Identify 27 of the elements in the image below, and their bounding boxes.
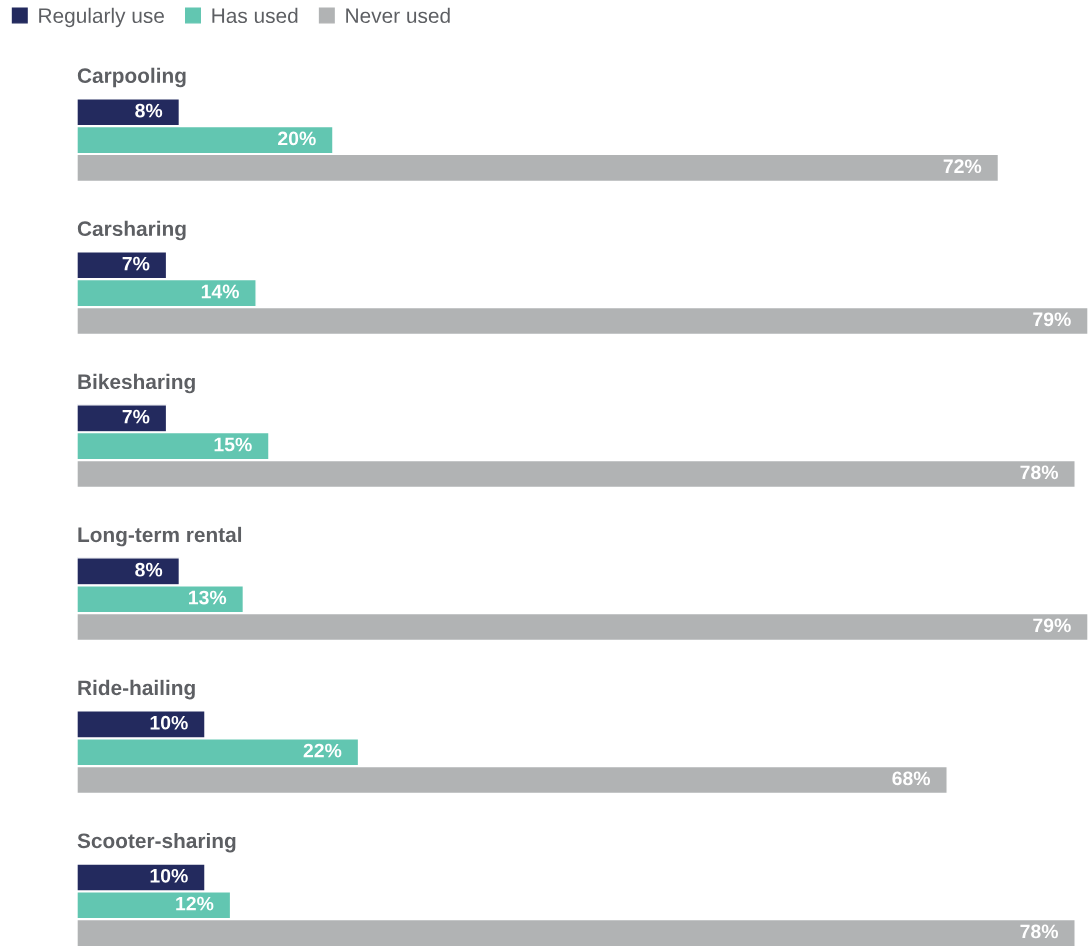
- data-label: 72%: [943, 159, 982, 174]
- data-label: 14%: [201, 284, 239, 299]
- data-label: 7%: [122, 409, 150, 424]
- data-label: 12%: [176, 896, 214, 911]
- data-label: 79%: [1033, 618, 1071, 633]
- y-tick-label: Carsharing: [77, 220, 186, 241]
- data-label: 22%: [303, 743, 342, 758]
- data-label: 7%: [122, 256, 150, 271]
- y-tick-label: Carpooling: [77, 67, 186, 88]
- data-label: 20%: [278, 131, 316, 146]
- legend-label: Has used: [212, 7, 298, 24]
- y-tick-label: Ride-hailing: [78, 679, 195, 700]
- data-label: 10%: [150, 868, 188, 883]
- data-label: 13%: [189, 590, 227, 605]
- y-tick-label: Long-term rental: [78, 526, 242, 547]
- data-label: 78%: [1020, 465, 1059, 480]
- data-label: 10%: [150, 715, 188, 730]
- legend-label: Regularly use: [39, 7, 164, 28]
- data-label: 15%: [214, 437, 252, 452]
- data-label: 78%: [1020, 924, 1059, 939]
- data-label: 8%: [135, 562, 163, 577]
- y-tick-label: Bikesharing: [78, 373, 195, 394]
- data-label: 8%: [135, 103, 163, 118]
- legend-label: Never used: [346, 7, 450, 24]
- y-tick-label: Scooter-sharing: [77, 832, 236, 853]
- data-label: 68%: [892, 771, 931, 786]
- data-label: 79%: [1033, 312, 1071, 327]
